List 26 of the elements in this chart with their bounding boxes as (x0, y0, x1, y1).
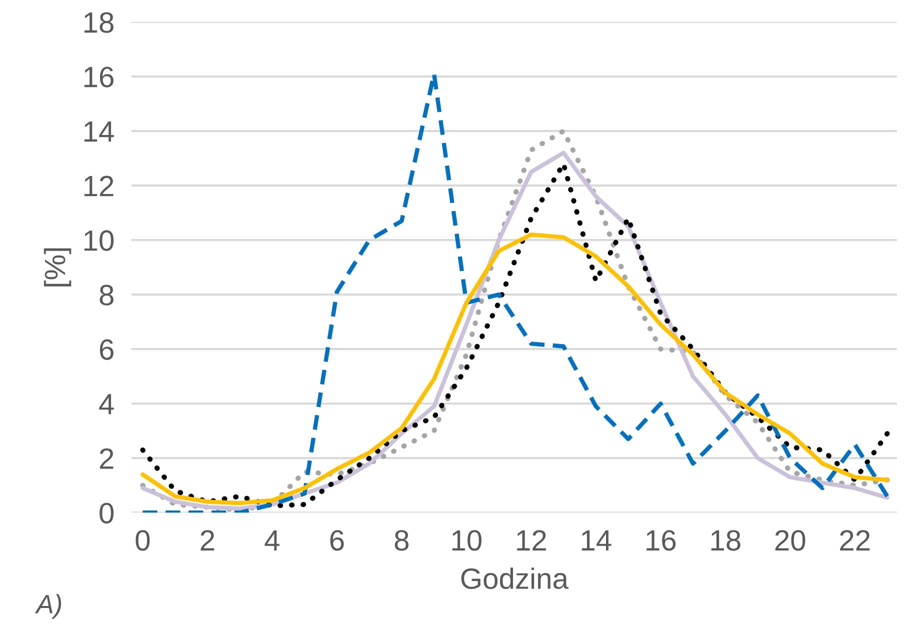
x-tick-label: 6 (330, 530, 344, 551)
x-tick-label: 4 (264, 530, 280, 550)
y-tick-label: 0 (100, 502, 114, 524)
line-series (140, 232, 890, 506)
x-axis-title: Godzina (461, 568, 568, 590)
x-tick-label: 18 (711, 530, 740, 551)
x-tick-label: 2 (200, 530, 214, 550)
x-tick-label: 16 (646, 530, 676, 551)
y-tick-label: 18 (84, 12, 114, 33)
text: A) (34, 594, 62, 619)
x-tick-label: 20 (775, 530, 806, 551)
y-tick-label: 12 (84, 176, 114, 196)
y-tick-label: 6 (100, 339, 114, 360)
x-tick-label: 14 (582, 530, 612, 550)
x-tick-label: 10 (452, 530, 482, 551)
x-tick-label: 22 (840, 530, 870, 550)
y-tick-label: 4 (99, 394, 114, 414)
y-tick-label: 14 (84, 122, 114, 142)
x-tick-label: 12 (517, 530, 546, 550)
x-tick-label: 8 (394, 530, 409, 551)
y-tick-label: 8 (100, 284, 114, 306)
x-tick-label: 0 (136, 530, 150, 551)
y-axis-title: [%] (44, 248, 72, 286)
y-tick-label: 2 (100, 448, 114, 469)
y-tick-label: 16 (84, 66, 114, 88)
y-tick-label: 10 (84, 230, 114, 251)
